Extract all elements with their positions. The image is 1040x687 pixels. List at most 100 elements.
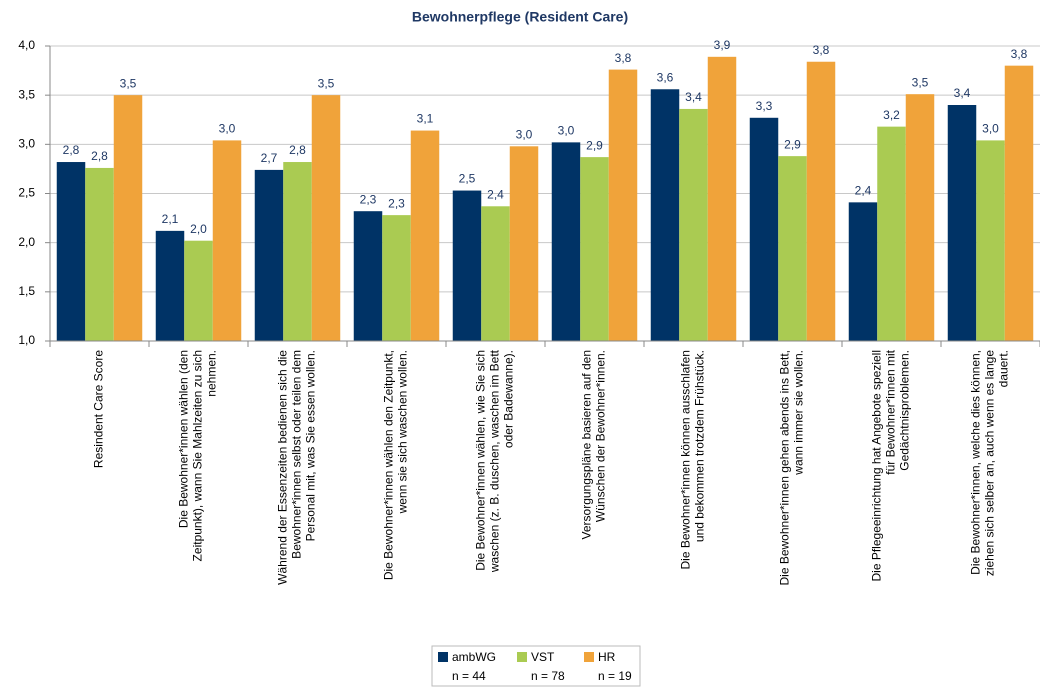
data-label: 2,4: [487, 187, 504, 201]
bar: [947, 105, 977, 341]
data-label: 3,0: [982, 122, 999, 136]
bar: [184, 240, 213, 341]
y-tick-label: 3,5: [18, 87, 35, 101]
data-label: 2,1: [162, 212, 179, 226]
data-label: 3,8: [1011, 47, 1028, 61]
x-tick-label-line: Die Bewohner*innen können ausschlafen: [679, 350, 693, 570]
bar: [283, 162, 312, 341]
bar: [608, 69, 638, 341]
data-label: 3,3: [756, 99, 773, 113]
x-tick-label-line: Versorgungspläne basieren auf den: [580, 350, 594, 539]
data-label: 3,5: [120, 76, 137, 90]
x-tick-label-line: Die Bewohner*innen wählen den Zeitpunkt,: [382, 350, 396, 580]
x-tick-label: Die Bewohner*innen wählen den Zeitpunkt,…: [382, 350, 410, 580]
bar: [778, 156, 807, 341]
data-label: 2,9: [784, 137, 801, 151]
legend-note: n = 19: [598, 669, 632, 683]
x-tick-label: Versorgungspläne basieren auf denWünsche…: [580, 350, 608, 539]
x-tick-label-line: wann immer sie wollen.: [792, 350, 806, 476]
x-tick-label-line: Gedächtnisproblemen.: [898, 350, 912, 471]
x-tick-label: Die Bewohner*innen wählen, wie Sie sichw…: [474, 349, 516, 573]
bar: [353, 211, 383, 341]
data-label: 3,8: [813, 43, 830, 57]
data-label: 3,9: [714, 38, 731, 52]
x-tick-label-line: Die Bewohner*innen gehen abends ins Bett…: [778, 350, 792, 586]
bar: [212, 140, 242, 341]
bar: [650, 89, 680, 342]
legend-label: HR: [598, 650, 616, 664]
x-tick-label-line: wenn sie sich waschen wollen.: [396, 350, 410, 514]
bar: [509, 146, 539, 341]
bar: [976, 140, 1005, 341]
data-label: 2,3: [360, 192, 377, 206]
x-tick-label-line: für Bewohner*innen mit: [884, 349, 898, 474]
x-tick-label: Resindent Care Score: [92, 350, 106, 468]
bar: [382, 215, 411, 341]
x-tick-label-line: Die Pflegeeinrichtung hat Angebote spezi…: [870, 350, 884, 582]
bar: [1004, 65, 1034, 342]
x-tick-label-line: dauert.: [997, 350, 1011, 387]
data-label: 2,7: [261, 151, 278, 165]
bar: [707, 56, 737, 342]
legend-swatch: [517, 652, 527, 662]
y-tick-label: 1,5: [18, 284, 35, 298]
legend-note: n = 78: [531, 669, 565, 683]
legend-swatch: [438, 652, 448, 662]
legend-label: VST: [531, 650, 555, 664]
data-label: 3,0: [516, 127, 533, 141]
y-tick-label: 2,5: [18, 186, 35, 200]
x-tick-label: Die Bewohner*innen, welche dies können,z…: [969, 350, 1011, 576]
x-tick-label-line: nehmen.: [205, 350, 219, 397]
bar: [452, 190, 482, 341]
bar: [848, 202, 878, 341]
x-tick-label-line: Bewohner*innen selbst oder teilen dem: [290, 350, 304, 559]
bar: [679, 108, 708, 341]
bar: [551, 142, 581, 341]
chart-title: Bewohnerpflege (Resident Care): [412, 9, 628, 25]
legend-box: [431, 645, 641, 687]
bar: [155, 230, 185, 341]
bar: [877, 126, 906, 341]
data-label: 3,6: [657, 70, 674, 84]
bar: [580, 157, 609, 341]
bar: [56, 162, 86, 341]
bar: [905, 94, 935, 341]
data-label: 3,2: [883, 108, 900, 122]
x-tick-label-line: und bekommen trotzdem Frühstück.: [693, 350, 707, 542]
data-label: 3,5: [318, 76, 335, 90]
bar: [85, 167, 114, 341]
legend-note: n = 44: [452, 669, 486, 683]
bar: [806, 61, 836, 341]
x-tick-label-line: Die Bewohner*innen, welche dies können,: [969, 350, 983, 575]
x-tick-label-line: Wünschen der Bewohner*innen.: [594, 350, 608, 522]
x-tick-label-line: Resindent Care Score: [92, 350, 106, 468]
x-tick-label: Die Bewohner*innen können ausschlafenund…: [679, 350, 707, 570]
data-label: 3,0: [558, 124, 575, 138]
x-tick-label: Die Pflegeeinrichtung hat Angebote spezi…: [870, 349, 912, 581]
data-label: 3,0: [219, 122, 236, 136]
data-label: 3,4: [685, 90, 702, 104]
data-label: 3,8: [615, 51, 632, 65]
data-label: 2,5: [459, 172, 476, 186]
y-tick-label: 1,0: [18, 333, 35, 347]
x-tick-label-line: oder Badewanne).: [502, 350, 516, 448]
y-tick-label: 3,0: [18, 137, 35, 151]
legend-label: ambWG: [452, 650, 496, 664]
x-tick-label-line: Personal mit, was Sie essen wollen.: [304, 350, 318, 541]
x-tick-label: Während der Essenzeiten bedienen sich di…: [276, 350, 318, 585]
data-label: 2,3: [388, 196, 405, 210]
data-label: 2,9: [586, 138, 603, 152]
data-label: 2,4: [855, 184, 872, 198]
bar: [481, 206, 510, 341]
x-tick-label-line: Zeitpunkt), wann Sie Mahlzeiten zu sich: [191, 350, 205, 561]
data-label: 3,1: [417, 112, 434, 126]
x-tick-label: Die Bewohner*innen gehen abends ins Bett…: [778, 350, 806, 586]
x-tick-label: Die Bewohner*innen wählen (denZeitpunkt)…: [177, 350, 219, 561]
legend-swatch: [584, 652, 594, 662]
bar: [410, 130, 440, 341]
data-label: 2,8: [63, 143, 80, 157]
data-label: 2,8: [91, 149, 108, 163]
x-tick-label-line: ziehen sich selber an, auch wenn es lang…: [983, 350, 997, 576]
y-tick-label: 4,0: [18, 38, 35, 52]
